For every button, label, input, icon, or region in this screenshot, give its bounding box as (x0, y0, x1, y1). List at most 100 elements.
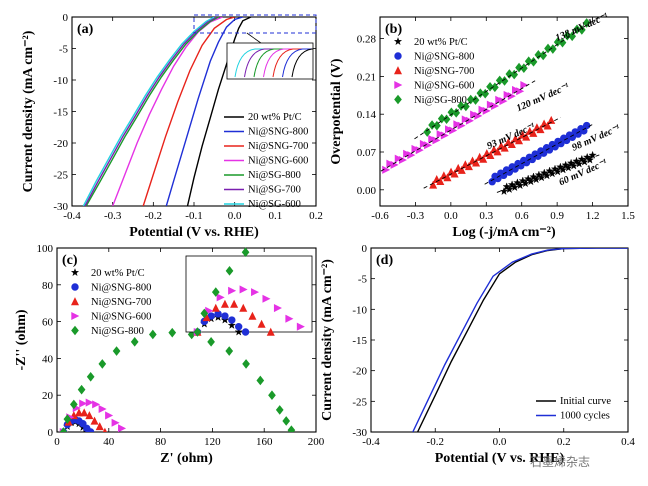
series-point-4 (207, 337, 215, 347)
series-point-2 (507, 139, 516, 148)
series-point-2 (500, 143, 509, 152)
series-point-0 (548, 169, 557, 178)
series-point-0 (574, 159, 584, 168)
y-tick-label: 0.28 (357, 34, 377, 46)
series-point-4 (549, 44, 557, 54)
inset-point-1 (241, 328, 250, 336)
inset-point-3 (216, 293, 225, 302)
series-point-4 (433, 120, 441, 131)
series-point-3 (111, 418, 120, 427)
legend-entry-3: Ni@SNG-600 (91, 312, 151, 323)
x-tick-label: 0.6 (515, 210, 529, 222)
series-point-4 (568, 31, 577, 42)
x-tick-label: 0.2 (557, 436, 571, 448)
series-point-0 (505, 185, 514, 193)
x-tick-label: 0.0 (493, 436, 507, 448)
series-point-1 (582, 121, 591, 130)
legend-marker-0 (393, 37, 403, 46)
series-point-2 (429, 180, 438, 189)
y-tick-label: 40 (42, 353, 54, 365)
y-tick-label: -10 (352, 304, 367, 316)
zoom-arrow (246, 32, 262, 44)
x-tick-label: -0.2 (427, 436, 444, 448)
panel-tag: (a) (77, 22, 94, 37)
panel-0: -0.4 -0.3 -0.2 -0.1 0.0 0.1 0.2 0 -5 -10 -15 -20 -25… (21, 12, 323, 240)
legend-entry-2: Ni@SNG-700 (248, 141, 308, 152)
inset-point-1 (234, 322, 243, 331)
x-tick-label: -0.1 (185, 210, 202, 222)
series-point-4 (544, 43, 552, 54)
y-axis-label: Current density (mA cm⁻²) (320, 259, 335, 421)
y-tick-label: -5 (59, 44, 69, 56)
series-point-2 (75, 408, 84, 417)
x-tick-label: 0.0 (228, 210, 242, 222)
series-point-2 (536, 125, 545, 134)
series-point-3 (390, 160, 399, 169)
legend-entry-1: Ni@SNG-800 (91, 283, 151, 294)
series-point-0 (526, 177, 536, 186)
watermark-text: 石墨烯杂志 (530, 455, 590, 469)
inset-point-3 (239, 285, 248, 294)
y-tick-label: 60 (42, 317, 54, 329)
series-point-3 (478, 105, 487, 114)
series-point-4 (539, 50, 548, 61)
legend-entry-3: Ni@SNG-600 (248, 156, 308, 167)
x-tick-label: 80 (155, 436, 167, 448)
inset-point-1 (221, 312, 229, 320)
series-point-4 (520, 63, 528, 74)
series-point-4 (275, 405, 284, 415)
inset-curve-2 (272, 48, 313, 78)
series-point-4 (534, 50, 543, 60)
series-point-4 (529, 57, 538, 67)
series-point-2 (95, 422, 104, 431)
series-point-4 (481, 88, 490, 99)
x-tick-label: -0.2 (145, 210, 162, 222)
legend-marker-1 (394, 52, 402, 60)
y-tick-label: 20 (42, 390, 54, 402)
panel-tag: (c) (62, 253, 78, 268)
series-point-3 (499, 97, 508, 106)
series-point-3 (105, 411, 114, 420)
series-point-1 (86, 428, 95, 432)
series-point-3 (512, 85, 521, 94)
series-point-4 (225, 346, 234, 356)
series-point-4 (558, 37, 567, 48)
y-axis-label: -Z'' (ohm) (14, 309, 29, 370)
inset-point-2 (266, 327, 275, 336)
series-line-2 (142, 17, 235, 206)
series-point-4 (428, 120, 436, 130)
slope-annotation-0: 138 mV dec⁻¹ (554, 11, 610, 44)
fit-line-4 (414, 17, 600, 140)
legend-entry-1: 1000 cycles (560, 411, 610, 422)
inset-curve-3 (263, 48, 313, 78)
series-point-4 (256, 375, 265, 386)
legend-entry-1: Ni@SNG-800 (414, 52, 474, 63)
x-axis-label: Potential (V vs. RHE) (435, 451, 565, 466)
series-point-2 (529, 128, 538, 137)
series-point-3 (495, 95, 504, 104)
series-point-0 (510, 183, 519, 192)
x-tick-label: 40 (103, 436, 115, 448)
series-point-3 (470, 110, 479, 119)
plot-area (412, 248, 628, 432)
panel-3: -0.4 -0.2 0.0 0.2 0.4 0 -5 -10 -15 -20 -25 -30 Poten… (320, 243, 635, 466)
y-tick-label: -20 (53, 138, 68, 150)
series-line-1 (412, 248, 628, 432)
series-point-0 (553, 167, 562, 176)
x-axis-label: Log (-j/mA cm⁻²) (452, 225, 556, 240)
series-point-3 (403, 149, 412, 158)
series-point-3 (457, 121, 466, 130)
series-point-4 (242, 359, 250, 369)
series-point-3 (486, 100, 495, 109)
series-point-4 (168, 327, 177, 338)
series-point-3 (474, 111, 483, 120)
inset-point-2 (230, 299, 239, 308)
legend-entry-0: Initial curve (560, 396, 611, 407)
inset-point-2 (220, 299, 229, 308)
inset-point-2 (257, 319, 266, 328)
series-point-2 (443, 173, 452, 182)
x-tick-label: 0.0 (444, 210, 458, 222)
y-tick-label: -15 (352, 335, 367, 347)
x-tick-label: 1.5 (621, 210, 635, 222)
